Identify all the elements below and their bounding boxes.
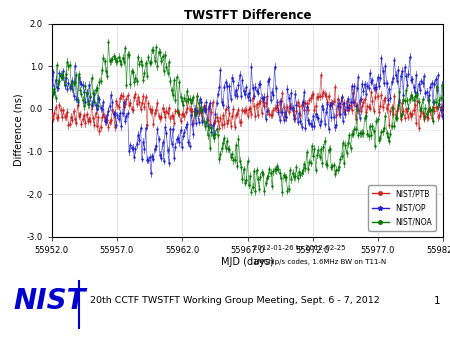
Text: 1: 1 [434, 296, 441, 306]
Y-axis label: Difference (ns): Difference (ns) [14, 94, 24, 166]
Text: 20th CCTF TWSTFT Working Group Meeting, Sept. 6 - 7, 2012: 20th CCTF TWSTFT Working Group Meeting, … [90, 296, 380, 305]
Text: 1MChip/s codes, 1.6MHz BW on T11-N: 1MChip/s codes, 1.6MHz BW on T11-N [253, 259, 386, 265]
Text: 2012-01-26 to 2012-02-25: 2012-01-26 to 2012-02-25 [253, 245, 345, 251]
Title: TWSTFT Difference: TWSTFT Difference [184, 9, 311, 23]
X-axis label: MJD (days): MJD (days) [221, 258, 274, 267]
Text: NIST: NIST [14, 287, 86, 315]
Legend: NIST/PTB, NIST/OP, NIST/NOA: NIST/PTB, NIST/OP, NIST/NOA [368, 185, 436, 231]
